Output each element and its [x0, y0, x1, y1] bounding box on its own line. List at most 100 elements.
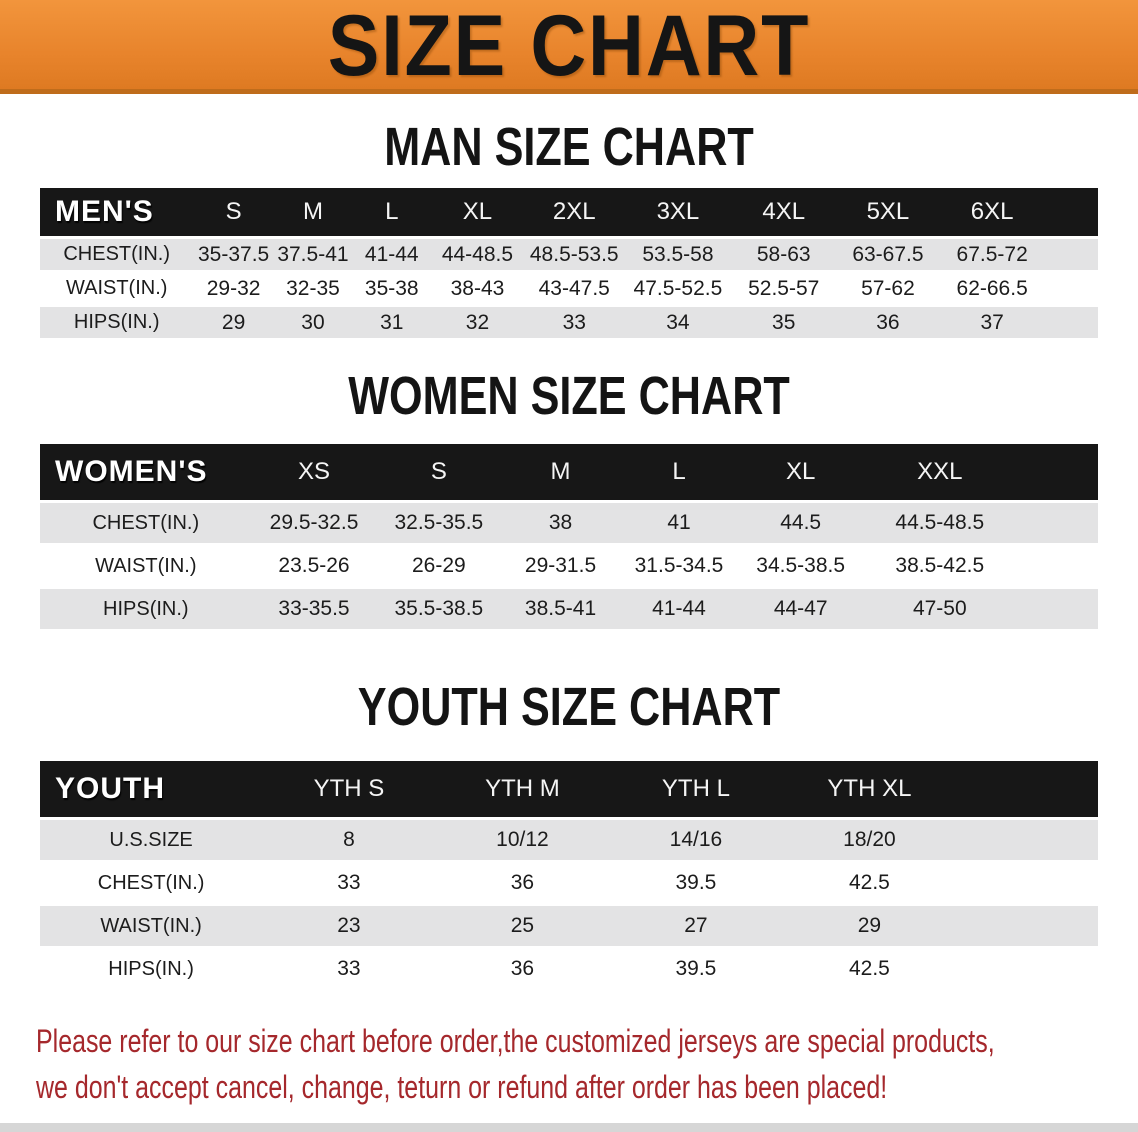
youth-size-header: YTH XL	[782, 761, 957, 817]
size-cell: 32.5-35.5	[376, 503, 502, 543]
women-size-header: XS	[251, 444, 377, 500]
women-size-header: M	[501, 444, 620, 500]
row-label: HIPS(IN.)	[40, 589, 252, 629]
size-cell: 57-62	[836, 273, 940, 304]
disclaimer-line-1: Please refer to our size chart before or…	[36, 1023, 995, 1059]
size-cell: 44-47	[738, 589, 864, 629]
men-chest-row: CHEST(IN.) 35-37.5 37.5-41 41-44 44-48.5…	[40, 239, 1098, 270]
size-cell: 25	[435, 906, 610, 946]
size-cell: 39.5	[609, 863, 783, 903]
youth-section-heading: YOUTH SIZE CHART	[357, 677, 781, 737]
size-cell: 38-43	[431, 273, 524, 304]
row-label: WAIST(IN.)	[40, 546, 252, 586]
size-cell: 63-67.5	[836, 239, 940, 270]
size-cell: 29-31.5	[501, 546, 620, 586]
size-cell: 53.5-58	[625, 239, 731, 270]
size-cell: 33	[262, 949, 436, 989]
size-cell: 38.5-42.5	[863, 546, 1017, 586]
size-cell: 35	[730, 307, 837, 338]
men-size-header: M	[273, 188, 353, 236]
youth-ussize-row: U.S.SIZE 8 10/12 14/16 18/20	[40, 820, 1098, 860]
size-cell: 42.5	[782, 863, 957, 903]
size-cell: 42.5	[782, 949, 957, 989]
size-cell: 47-50	[863, 589, 1017, 629]
size-cell: 58-63	[730, 239, 837, 270]
size-cell: 44.5-48.5	[863, 503, 1017, 543]
size-cell: 44-48.5	[431, 239, 524, 270]
filler-cell	[956, 906, 1098, 946]
size-cell: 41	[619, 503, 739, 543]
men-waist-row: WAIST(IN.) 29-32 32-35 35-38 38-43 43-47…	[40, 273, 1098, 304]
disclaimer-text: Please refer to our size chart before or…	[36, 1018, 1138, 1110]
filler-cell	[956, 820, 1098, 860]
row-label: WAIST(IN.)	[40, 273, 194, 304]
size-cell: 62-66.5	[939, 273, 1046, 304]
row-label: WAIST(IN.)	[40, 906, 263, 946]
size-cell: 36	[836, 307, 940, 338]
size-cell: 33-35.5	[251, 589, 377, 629]
size-cell: 8	[262, 820, 436, 860]
women-size-header: XL	[738, 444, 864, 500]
size-cell: 27	[609, 906, 783, 946]
size-cell: 41-44	[352, 239, 432, 270]
size-cell: 41-44	[619, 589, 739, 629]
women-waist-row: WAIST(IN.) 23.5-26 26-29 29-31.5 31.5-34…	[40, 546, 1098, 586]
disclaimer-line-2: we don't accept cancel, change, teturn o…	[36, 1069, 888, 1105]
size-cell: 30	[273, 307, 353, 338]
women-section-heading: WOMEN SIZE CHART	[348, 366, 790, 426]
size-cell: 48.5-53.5	[523, 239, 626, 270]
women-group-label: WOMEN'S	[40, 444, 252, 500]
size-cell: 34.5-38.5	[738, 546, 864, 586]
size-cell: 38	[501, 503, 620, 543]
size-cell: 35-37.5	[193, 239, 274, 270]
filler-cell	[956, 863, 1098, 903]
men-size-header: 3XL	[625, 188, 731, 236]
women-hips-row: HIPS(IN.) 33-35.5 35.5-38.5 38.5-41 41-4…	[40, 589, 1098, 629]
size-cell: 10/12	[435, 820, 610, 860]
size-cell: 39.5	[609, 949, 783, 989]
men-size-table: MEN'S S M L XL 2XL 3XL 4XL 5XL 6XL CHEST…	[40, 185, 1098, 341]
youth-size-table: YOUTH YTH S YTH M YTH L YTH XL U.S.SIZE …	[40, 758, 1098, 992]
size-cell: 37	[939, 307, 1046, 338]
youth-table-header-row: YOUTH YTH S YTH M YTH L YTH XL	[40, 761, 1098, 817]
size-cell: 33	[262, 863, 436, 903]
row-label: U.S.SIZE	[40, 820, 263, 860]
men-size-header: 4XL	[730, 188, 837, 236]
men-table-header-row: MEN'S S M L XL 2XL 3XL 4XL 5XL 6XL	[40, 188, 1098, 236]
size-chart-banner: SIZE CHART	[0, 0, 1138, 94]
women-size-header: S	[376, 444, 502, 500]
men-size-header: 6XL	[939, 188, 1046, 236]
size-cell: 29	[782, 906, 957, 946]
youth-size-header: YTH S	[262, 761, 436, 817]
size-cell: 44.5	[738, 503, 864, 543]
size-cell: 67.5-72	[939, 239, 1046, 270]
size-cell: 32-35	[273, 273, 353, 304]
size-cell: 26-29	[376, 546, 502, 586]
row-label: CHEST(IN.)	[40, 863, 263, 903]
size-cell: 33	[523, 307, 626, 338]
filler-cell	[1045, 273, 1098, 304]
filler-cell	[1045, 188, 1098, 236]
men-size-header: S	[193, 188, 274, 236]
youth-size-header: YTH M	[435, 761, 610, 817]
men-size-header: 5XL	[836, 188, 940, 236]
filler-cell	[1045, 239, 1098, 270]
filler-cell	[1045, 307, 1098, 338]
youth-group-label: YOUTH	[40, 761, 263, 817]
filler-cell	[956, 949, 1098, 989]
row-label: HIPS(IN.)	[40, 307, 194, 338]
size-cell: 52.5-57	[730, 273, 837, 304]
size-cell: 36	[435, 949, 610, 989]
men-section-heading: MAN SIZE CHART	[384, 117, 754, 177]
women-size-header: L	[619, 444, 739, 500]
women-chest-row: CHEST(IN.) 29.5-32.5 32.5-35.5 38 41 44.…	[40, 503, 1098, 543]
row-label: CHEST(IN.)	[40, 239, 194, 270]
filler-cell	[1016, 444, 1098, 500]
size-cell: 29.5-32.5	[251, 503, 377, 543]
row-label: CHEST(IN.)	[40, 503, 252, 543]
men-group-label: MEN'S	[40, 188, 194, 236]
size-cell: 23	[262, 906, 436, 946]
size-cell: 34	[625, 307, 731, 338]
size-cell: 18/20	[782, 820, 957, 860]
size-cell: 47.5-52.5	[625, 273, 731, 304]
